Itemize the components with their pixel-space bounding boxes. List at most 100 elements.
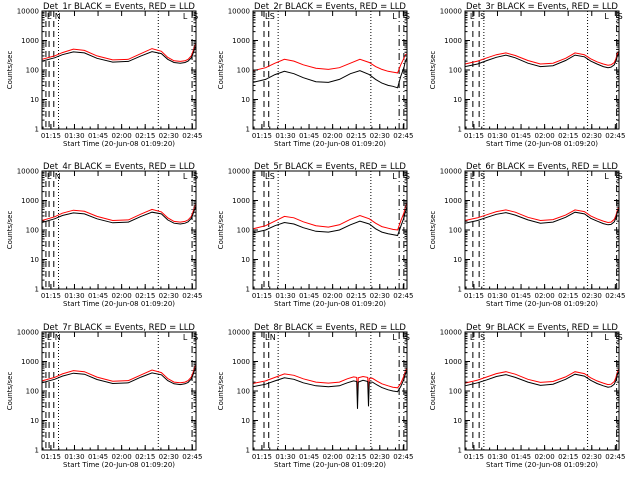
x-tick-label: 01:15 — [41, 132, 61, 140]
plot-frame — [464, 331, 620, 451]
y-tick-label: 10000 — [440, 8, 462, 16]
x-tick-label: 01:15 — [41, 453, 61, 461]
y-tick-label: 1 — [458, 126, 462, 134]
x-tick-label: 01:30 — [487, 132, 507, 140]
panel-title: Det_3r BLACK = Events, RED = LLD — [466, 2, 618, 12]
plot-frame — [41, 170, 197, 290]
x-axis-label: Start Time (20-Jun-08 01:09:20) — [486, 300, 598, 308]
x-tick-label: 01:45 — [88, 453, 108, 461]
x-tick-label: 02:45 — [605, 453, 625, 461]
y-tick-label: 10000 — [228, 8, 250, 16]
x-tick-label: 02:30 — [582, 453, 602, 461]
x-tick-label: 01:30 — [487, 292, 507, 300]
y-tick-label: 100 — [449, 67, 462, 75]
y-tick-label: 1 — [35, 286, 39, 294]
x-tick-label: 01:45 — [299, 292, 319, 300]
lld-series-line — [41, 364, 197, 384]
events-series-line — [41, 366, 197, 386]
x-axis-label: Start Time (20-Jun-08 01:09:20) — [63, 300, 175, 308]
x-axis-label: Start Time (20-Jun-08 01:09:20) — [486, 461, 598, 469]
x-tick-label: 01:15 — [252, 292, 272, 300]
x-tick-label: 01:30 — [64, 453, 84, 461]
lld-series-line — [464, 206, 620, 224]
x-tick-label: 02:30 — [159, 132, 179, 140]
x-tick-label: 02:00 — [323, 453, 343, 461]
marker-letter: L — [470, 172, 475, 181]
y-tick-label: 100 — [26, 67, 39, 75]
y-axis-label: Counts/sec — [217, 51, 225, 90]
x-tick-label: 01:15 — [252, 453, 272, 461]
marker-letter: N — [55, 12, 61, 21]
marker-letter: L — [604, 333, 609, 342]
marker-letter: L — [47, 172, 52, 181]
x-tick-label: 02:30 — [159, 453, 179, 461]
marker-letter: L — [470, 12, 475, 21]
y-tick-label: 10 — [453, 96, 462, 104]
lld-series-line — [252, 367, 408, 396]
marker-letter: L — [47, 333, 52, 342]
y-tick-label: 100 — [26, 388, 39, 396]
x-tick-label: 02:30 — [370, 132, 390, 140]
panel-title: Det_8r BLACK = Events, RED = LLD — [254, 323, 406, 333]
x-tick-label: 02:45 — [605, 292, 625, 300]
y-tick-label: 10000 — [17, 8, 39, 16]
lld-series-line — [464, 368, 620, 386]
y-tick-label: 10000 — [228, 329, 250, 337]
events-series-line — [252, 370, 408, 409]
y-axis-label: Counts/sec — [429, 51, 437, 90]
marker-letter: L — [604, 12, 609, 21]
y-tick-label: 1 — [35, 126, 39, 134]
panel-title: Det_5r BLACK = Events, RED = LLD — [254, 162, 406, 172]
y-tick-label: 1000 — [21, 197, 39, 205]
y-tick-label: 1 — [458, 447, 462, 455]
y-tick-label: 1 — [458, 286, 462, 294]
y-tick-label: 1 — [246, 286, 250, 294]
y-tick-label: 1000 — [21, 358, 39, 366]
lld-series-line — [464, 50, 620, 66]
y-axis-label: Counts/sec — [217, 211, 225, 250]
marker-letter: L — [392, 172, 397, 181]
x-tick-label: 01:30 — [275, 453, 295, 461]
marker-letter: L — [392, 12, 397, 21]
panel-title: Det_2r BLACK = Events, RED = LLD — [254, 2, 406, 12]
x-tick-label: 02:45 — [182, 292, 202, 300]
x-tick-label: 02:45 — [393, 132, 413, 140]
y-tick-label: 1 — [246, 447, 250, 455]
events-series-line — [252, 206, 408, 237]
x-tick-label: 02:30 — [370, 292, 390, 300]
y-axis-label: Counts/sec — [429, 211, 437, 250]
marker-letter: S — [270, 172, 275, 181]
y-tick-label: 10 — [453, 256, 462, 264]
y-tick-label: 100 — [26, 227, 39, 235]
y-tick-label: 100 — [237, 67, 250, 75]
x-tick-label: 02:00 — [535, 292, 555, 300]
marker-letter: L — [265, 333, 270, 342]
events-series-line — [41, 206, 197, 225]
lld-series-line — [41, 43, 197, 62]
marker-letter: N — [55, 333, 61, 342]
marker-letter: S — [480, 12, 485, 21]
x-tick-label: 02:00 — [323, 132, 343, 140]
x-tick-label: 01:45 — [299, 453, 319, 461]
y-tick-label: 1000 — [444, 37, 462, 45]
panel-title: Det_7r BLACK = Events, RED = LLD — [43, 323, 195, 333]
marker-letter: L — [392, 333, 397, 342]
y-tick-label: 100 — [237, 227, 250, 235]
x-tick-label: 02:15 — [558, 132, 578, 140]
y-tick-label: 10 — [241, 96, 250, 104]
x-tick-label: 01:45 — [511, 132, 531, 140]
x-tick-label: 02:00 — [323, 292, 343, 300]
y-tick-label: 1 — [246, 126, 250, 134]
y-tick-label: 10000 — [17, 329, 39, 337]
events-series-line — [464, 52, 620, 69]
x-tick-label: 01:30 — [64, 292, 84, 300]
marker-letter: S — [480, 172, 485, 181]
marker-letter: L — [265, 12, 270, 21]
events-series-line — [252, 57, 408, 89]
x-tick-label: 01:45 — [299, 132, 319, 140]
